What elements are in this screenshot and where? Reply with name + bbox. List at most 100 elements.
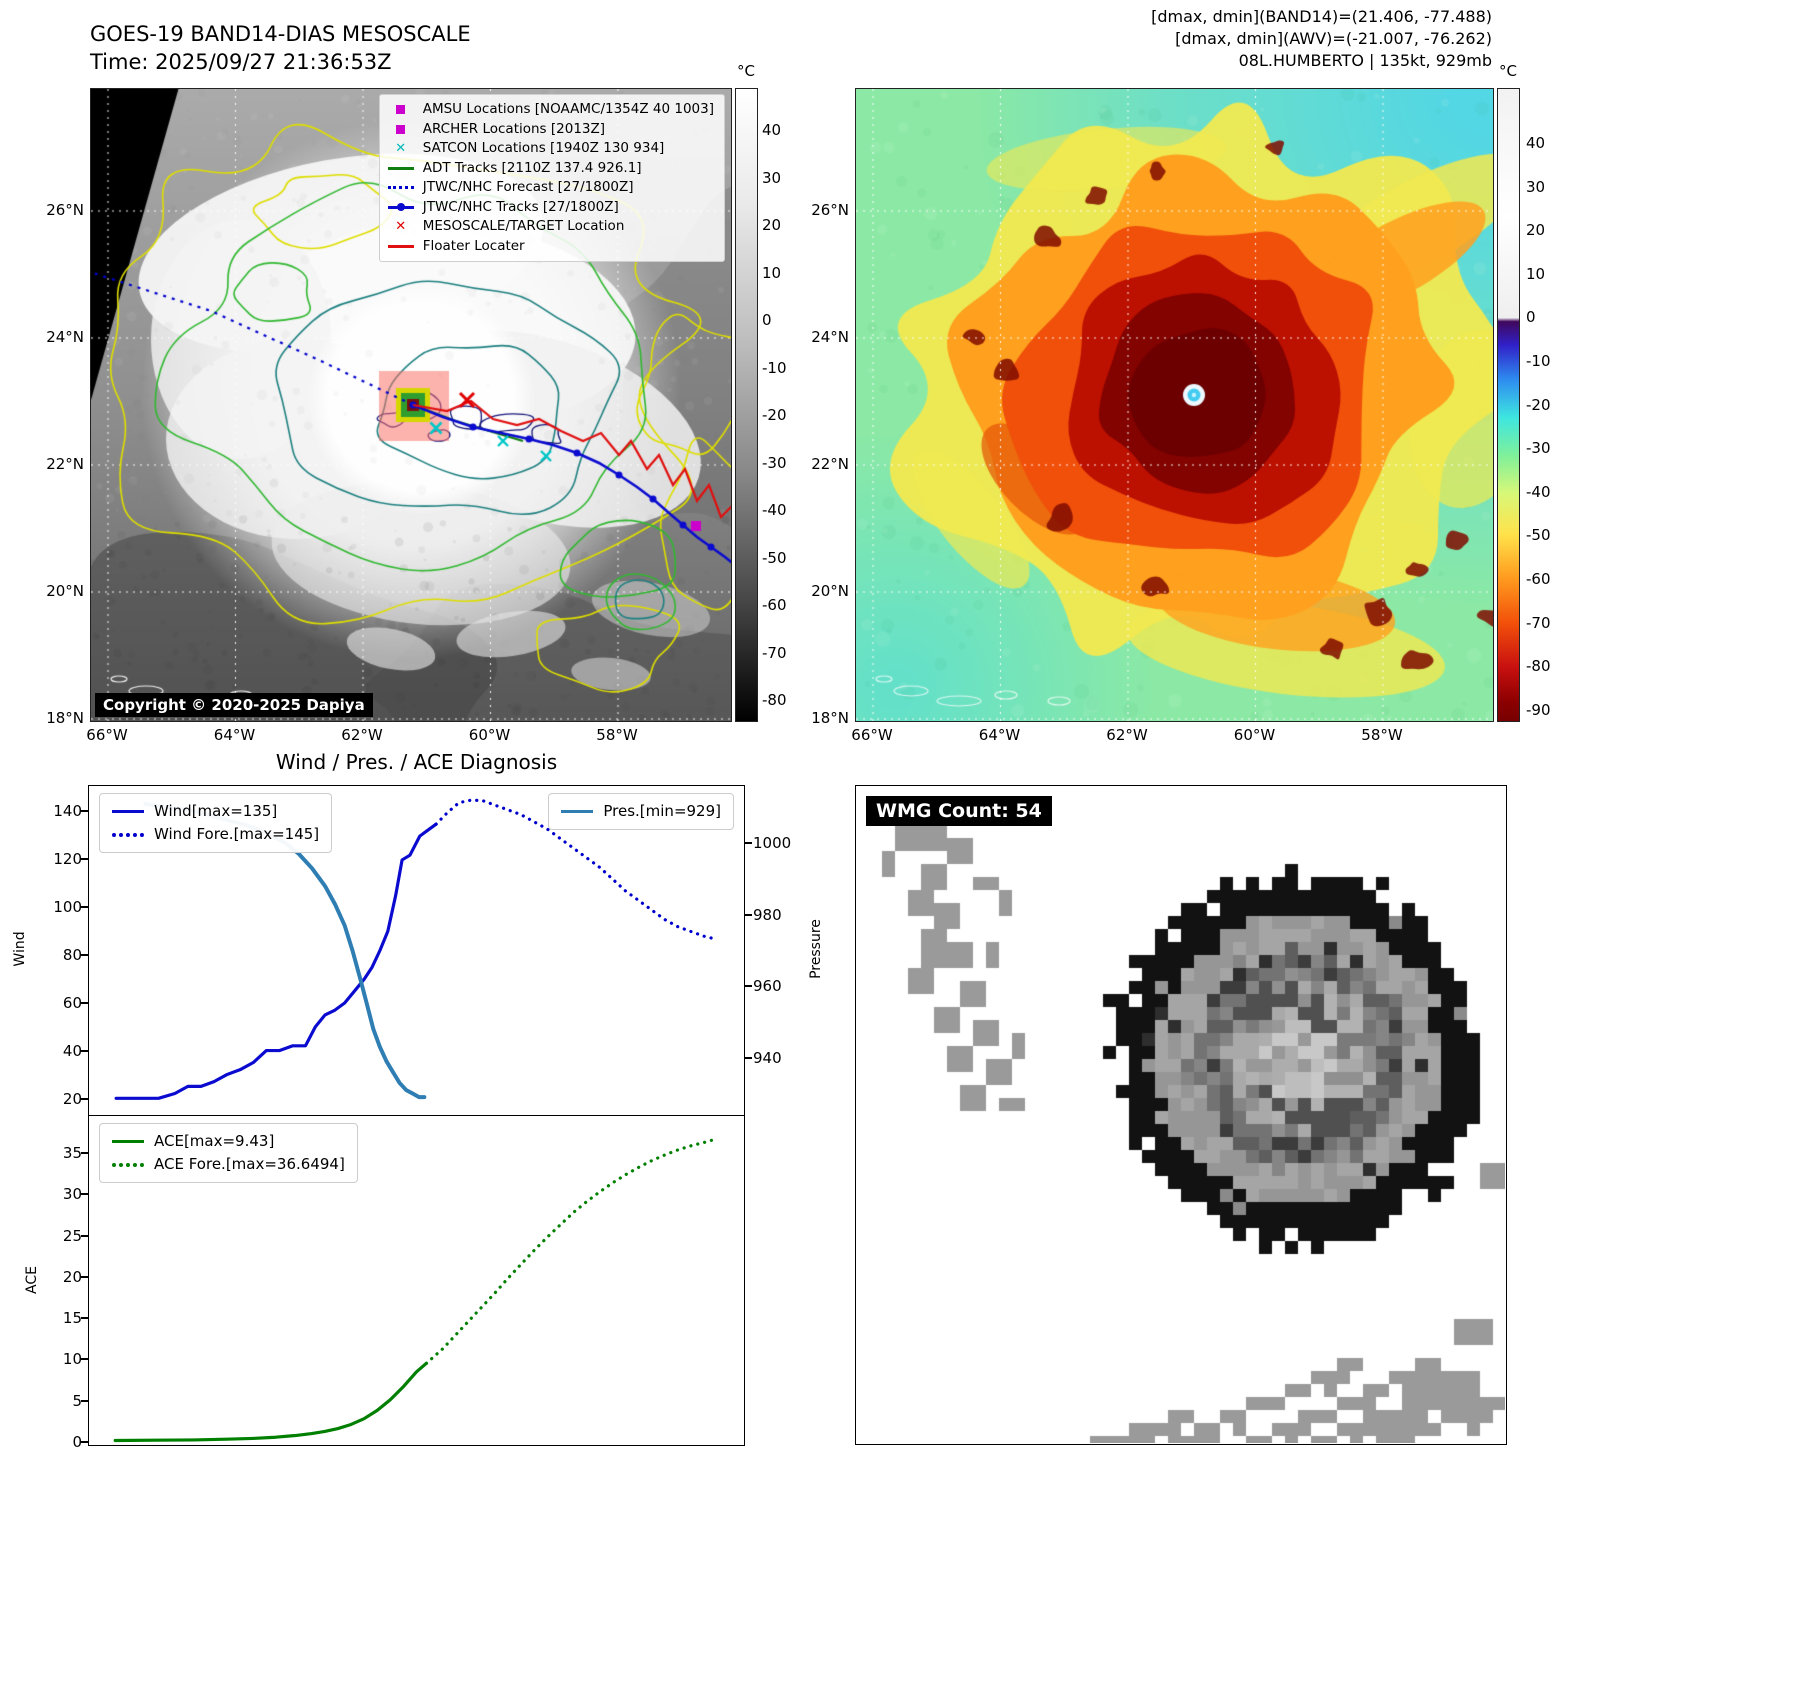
- ace-tick-mark: [81, 1275, 88, 1278]
- ace-fore-legend-label: ACE Fore.[max=36.6494]: [154, 1155, 345, 1173]
- ace-tick-label: 20: [62, 1267, 82, 1286]
- tl-lat-label: 26°N: [46, 201, 84, 219]
- dotted-marker-icon: [386, 186, 416, 190]
- linedot-marker-icon: [386, 202, 416, 211]
- tl-legend-item: Floater Locater: [386, 237, 714, 257]
- tl-colorbar: [735, 88, 758, 722]
- pressure-tick-mark: [745, 913, 752, 916]
- ace-plot: [113, 1137, 717, 1443]
- tl-colorbar-tick: 40: [762, 121, 782, 139]
- tl-lat-label: 18°N: [46, 709, 84, 727]
- ACE Fore.[max=36.6494]: [424, 1137, 717, 1365]
- ace-tick-label: 25: [62, 1226, 82, 1245]
- tl-colorbar-tick: -60: [762, 596, 787, 614]
- tl-legend-label: MESOSCALE/TARGET Location: [422, 218, 625, 234]
- tl-legend-label: AMSU Locations [NOAAMC/1354Z 40 1003]: [422, 101, 714, 117]
- tr-colorbar-tick: -50: [1526, 526, 1551, 545]
- pressure-line-sample: [561, 810, 594, 813]
- wind-tick-mark: [81, 906, 88, 909]
- wind-fore-legend-label: Wind Fore.[max=145]: [154, 825, 320, 843]
- pressure-tick-mark: [745, 985, 752, 988]
- ace-fore-line-sample: [112, 1162, 144, 1167]
- wind-legend: Wind[max=135] Wind Fore.[max=145]: [99, 793, 333, 853]
- wind-legend-label: Wind[max=135]: [154, 802, 278, 820]
- wind-line-sample: [112, 810, 144, 813]
- ace-legend-row: ACE[max=9.43]: [112, 1130, 345, 1153]
- wind-pressure-chart: Wind[max=135] Wind Fore.[max=145] Pres.[…: [88, 785, 745, 1116]
- square-marker-icon: [386, 124, 416, 134]
- ace-tick-label: 30: [62, 1185, 82, 1204]
- tr-header-line-1: [dmax, dmin](BAND14)=(21.406, -77.488): [1151, 7, 1492, 26]
- wind-tick-label: 120: [53, 850, 82, 869]
- tr-lon-label: 58°W: [1361, 726, 1403, 744]
- tl-satellite-map: AMSU Locations [NOAAMC/1354Z 40 1003] ARC…: [90, 88, 732, 722]
- ace-chart: ACE[max=9.43] ACE Fore.[max=36.6494]: [88, 1116, 745, 1446]
- wind-tick-label: 20: [62, 1090, 82, 1109]
- tl-lon-label: 64°W: [213, 726, 256, 744]
- tr-lon-label: 62°W: [1106, 726, 1148, 744]
- wmg-panel: WMG Count: 54: [855, 785, 1507, 1445]
- ace-tick-label: 15: [62, 1309, 82, 1328]
- tr-lat-label: 18°N: [811, 709, 849, 727]
- tr-lat-label: 26°N: [811, 201, 849, 219]
- tr-header-line-2: [dmax, dmin](AWV)=(-21.007, -76.262): [1175, 29, 1492, 48]
- tl-legend-label: ARCHER Locations [2013Z]: [422, 120, 606, 137]
- tr-colorbar-tick: 0: [1526, 308, 1536, 327]
- ace-tick-mark: [81, 1440, 88, 1443]
- tr-colorbar-tick: -70: [1526, 613, 1551, 632]
- tr-lon-label: 60°W: [1233, 726, 1276, 744]
- tl-colorbar-tick: -80: [762, 691, 787, 709]
- tl-legend-item: ✕ SATCON Locations [1940Z 130 934]: [386, 139, 714, 159]
- x-marker-icon: ✕: [395, 219, 407, 234]
- tl-colorbar-tick: -70: [762, 643, 787, 662]
- tl-legend-item: JTWC/NHC Tracks [27/1800Z]: [386, 198, 714, 218]
- pressure-tick-mark: [745, 1057, 752, 1060]
- tl-legend-item: JTWC/NHC Forecast [27/1800Z]: [386, 178, 714, 198]
- wind-tick-mark: [81, 1098, 88, 1101]
- ace-legend-label: ACE[max=9.43]: [154, 1132, 275, 1150]
- tl-colorbar-tick: 0: [762, 311, 772, 329]
- tr-colorbar-tick: 30: [1526, 177, 1546, 196]
- tl-legend-label: Floater Locater: [422, 237, 525, 254]
- tr-colorbar-tick: 10: [1526, 264, 1546, 283]
- tl-colorbar-unit: °C: [737, 62, 755, 80]
- wind-tick-label: 40: [62, 1042, 82, 1061]
- wind-fore-legend-row: Wind Fore.[max=145]: [112, 823, 319, 846]
- tl-map-legend: AMSU Locations [NOAAMC/1354Z 40 1003] ARC…: [378, 94, 725, 262]
- ace-tick-label: 5: [72, 1391, 82, 1410]
- ace-tick-mark: [81, 1358, 88, 1361]
- tr-header: [dmax, dmin](BAND14)=(21.406, -77.488) […: [855, 6, 1492, 72]
- ace-tick-label: 10: [62, 1350, 82, 1369]
- tl-colorbar-tick: -50: [762, 548, 787, 567]
- pressure-tick-label: 960: [753, 977, 782, 996]
- ace-tick-mark: [81, 1152, 88, 1155]
- tl-legend-label: SATCON Locations [1940Z 130 934]: [422, 140, 665, 156]
- wmg-count-label: WMG Count: 54: [866, 796, 1052, 826]
- ace-tick-mark: [81, 1317, 88, 1320]
- tl-colorbar-tick: -10: [762, 358, 787, 377]
- wind-tick-label: 140: [53, 802, 82, 821]
- tr-colorbar-tick: -90: [1526, 700, 1551, 719]
- tr-colorbar-tick: -80: [1526, 657, 1551, 676]
- pressure-tick-label: 1000: [753, 833, 792, 852]
- pressure-legend: Pres.[min=929]: [548, 793, 734, 830]
- Wind[max=135]: [114, 822, 438, 1100]
- tr-colorbar-tick: 40: [1526, 134, 1546, 152]
- copyright-label: Copyright © 2020-2025 Dapiya: [95, 693, 373, 717]
- wind-fore-line-sample: [112, 832, 144, 837]
- tr-satellite-canvas: [856, 89, 1493, 721]
- tl-title: GOES-19 BAND14-DIAS MESOSCALE: [90, 22, 471, 46]
- wind-tick-mark: [81, 810, 88, 813]
- wind-legend-row: Wind[max=135]: [112, 800, 319, 823]
- ace-tick-mark: [81, 1399, 88, 1402]
- tl-legend-label: JTWC/NHC Tracks [27/1800Z]: [422, 198, 619, 215]
- ace-tick-label: 0: [72, 1432, 82, 1451]
- tl-legend-label: ADT Tracks [2110Z 137.4 926.1]: [422, 159, 642, 176]
- tr-satellite-map: [855, 88, 1494, 722]
- line-marker-icon: [386, 244, 416, 248]
- tl-lon-label: 60°W: [468, 726, 511, 744]
- tr-colorbar-tick: -20: [1526, 395, 1551, 414]
- tl-legend-label: JTWC/NHC Forecast [27/1800Z]: [422, 179, 634, 195]
- tl-lat-label: 20°N: [46, 582, 84, 600]
